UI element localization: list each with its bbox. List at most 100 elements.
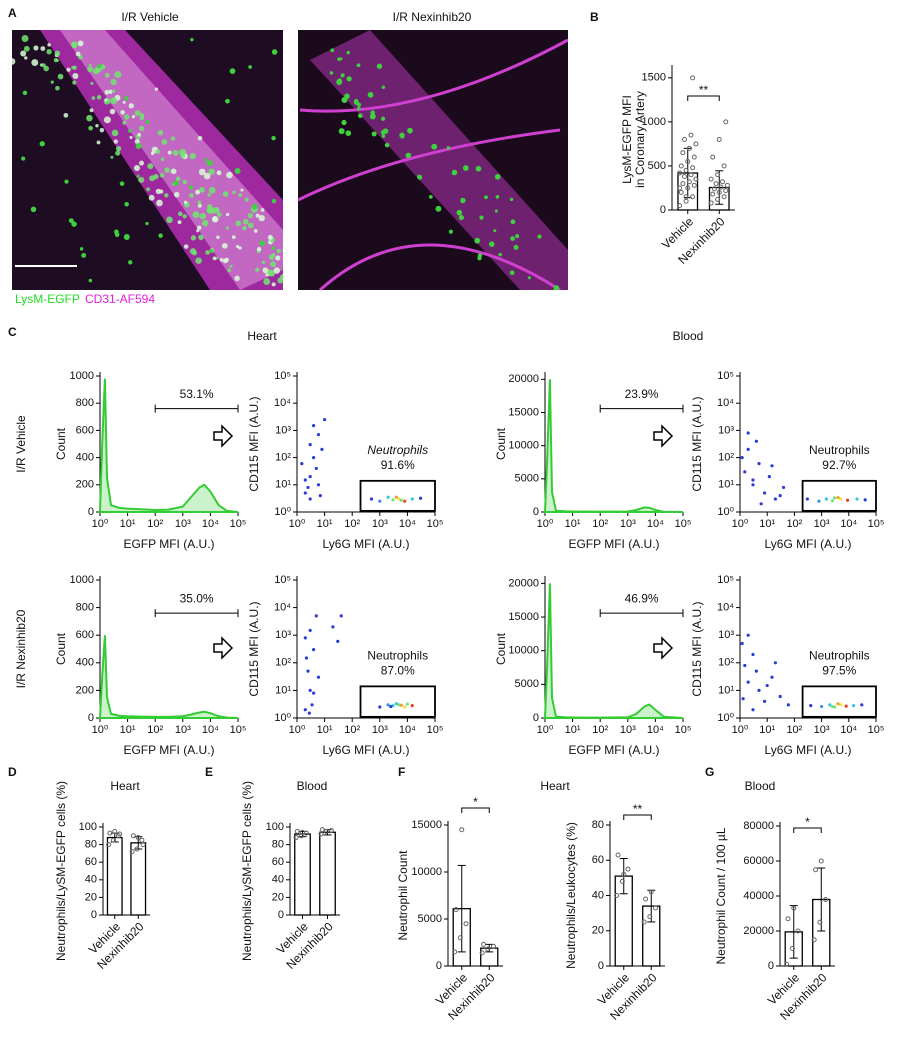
- x-tick-label: 10⁰: [92, 724, 109, 736]
- y-tick-label: 40: [592, 889, 604, 901]
- cell: [263, 278, 271, 285]
- cell: [199, 212, 207, 220]
- cell: [285, 270, 289, 274]
- y-tick-label: 10³: [718, 424, 734, 436]
- cell: [177, 211, 183, 217]
- x-tick-label: 10³: [372, 518, 388, 530]
- data-point: [318, 831, 324, 837]
- data-point: [648, 889, 654, 895]
- cell: [66, 67, 71, 72]
- cell: [197, 135, 203, 141]
- data-point: [781, 485, 786, 490]
- data-point: [720, 179, 726, 185]
- data-point: [111, 837, 117, 843]
- cell: [80, 25, 84, 29]
- significance-label: **: [699, 83, 709, 97]
- cell: [123, 234, 130, 240]
- cell: [381, 134, 386, 138]
- cell: [338, 128, 345, 135]
- data-point: [140, 842, 146, 848]
- cell: [271, 252, 276, 257]
- data-point: [809, 704, 813, 708]
- y-axis-label: Count: [494, 632, 508, 665]
- data-point: [316, 483, 321, 487]
- cell: [405, 152, 412, 159]
- panel-title: Blood: [745, 779, 776, 793]
- y-tick-label: 100: [266, 821, 284, 833]
- data-point: [312, 456, 316, 460]
- data-point: [836, 702, 840, 706]
- data-point: [791, 905, 797, 911]
- x-tick-label: 10⁰: [732, 724, 749, 736]
- data-point: [685, 185, 691, 191]
- data-point: [410, 497, 414, 501]
- cell: [509, 270, 515, 276]
- y-tick-label: 0: [278, 909, 284, 921]
- cell: [226, 171, 233, 179]
- cell: [90, 81, 94, 85]
- gate-label: 97.5%: [822, 664, 856, 678]
- cell: [145, 120, 150, 125]
- x-tick-label: 10²: [147, 518, 163, 530]
- cell: [494, 174, 501, 180]
- microscopy-image: [12, 25, 295, 290]
- cell: [79, 247, 84, 251]
- cell: [159, 189, 164, 194]
- x-axis-label: Ly6G MFI (A.U.): [323, 743, 410, 757]
- cell: [248, 65, 252, 69]
- gate-name: Neutrophils: [367, 443, 428, 457]
- cell: [43, 65, 50, 72]
- gate-label: 91.6%: [381, 458, 415, 472]
- cell: [238, 246, 242, 250]
- data-point: [453, 907, 459, 913]
- data-point: [614, 893, 620, 898]
- panel-label: F: [398, 765, 405, 779]
- y-axis-label: CD115 MFI (A.U.): [247, 396, 261, 491]
- data-point: [762, 491, 767, 495]
- cell: [225, 212, 230, 217]
- data-point: [615, 852, 621, 858]
- cell: [399, 132, 405, 139]
- panel-label: C: [8, 325, 17, 339]
- y-tick-label: 15000: [508, 406, 539, 418]
- cell: [288, 278, 295, 285]
- stain-label: CD31-AF594: [85, 292, 155, 306]
- data-point: [319, 827, 325, 833]
- data-point: [308, 688, 312, 693]
- data-point: [331, 625, 335, 629]
- y-tick-label: 0: [660, 204, 666, 216]
- bar: [319, 831, 336, 916]
- y-tick-label: 200: [76, 479, 94, 491]
- x-tick-label: 10⁵: [675, 724, 692, 736]
- y-tick-label: 10¹: [275, 684, 291, 696]
- data-point: [308, 475, 312, 479]
- cell: [255, 267, 260, 272]
- y-tick-label: 40: [272, 874, 284, 886]
- data-point: [369, 497, 374, 501]
- x-tick-label: 10³: [620, 518, 636, 530]
- cell: [183, 200, 188, 204]
- cell: [182, 179, 187, 185]
- data-point: [721, 163, 727, 169]
- data-point: [786, 703, 790, 707]
- cell: [371, 131, 377, 137]
- y-tick-label: 100: [79, 821, 97, 833]
- cell: [173, 180, 179, 186]
- cell: [451, 171, 456, 175]
- data-point: [678, 163, 684, 169]
- cell: [111, 129, 119, 137]
- y-tick-label: 0: [88, 712, 94, 724]
- y-axis-label: Neutrophil Count / 100 µL: [714, 827, 728, 964]
- cell: [91, 96, 96, 100]
- data-point: [724, 182, 730, 188]
- data-point: [751, 483, 755, 487]
- y-tick-label: 0: [533, 506, 539, 518]
- x-tick-label: 10⁰: [92, 518, 109, 530]
- data-point: [746, 680, 750, 684]
- cell: [527, 276, 531, 280]
- cell: [428, 194, 433, 199]
- data-point: [293, 835, 299, 841]
- panel-title: Heart: [540, 779, 570, 793]
- cell: [261, 260, 266, 265]
- data-point: [844, 704, 848, 708]
